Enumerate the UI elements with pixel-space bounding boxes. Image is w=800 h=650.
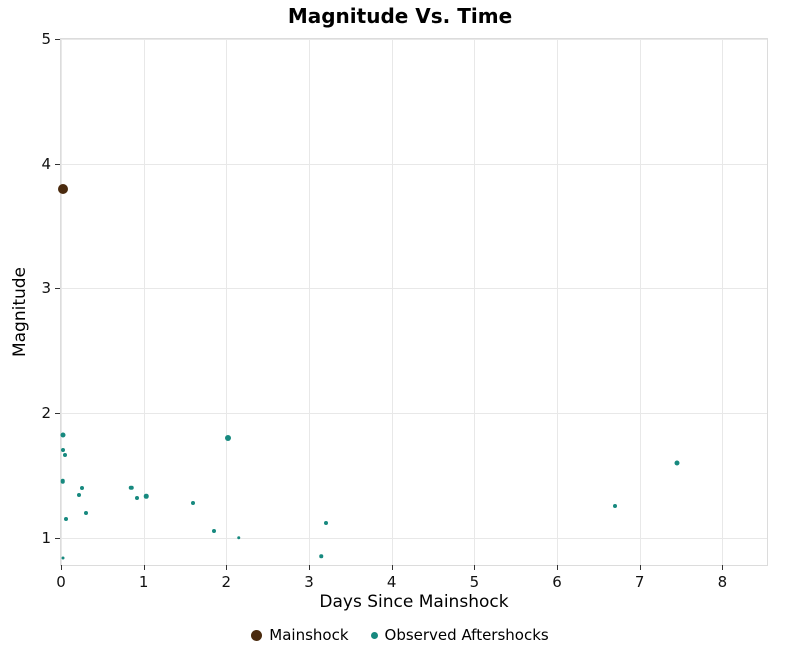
x-tick-label: 4 (386, 573, 397, 591)
mainshock-marker-icon (251, 629, 263, 641)
y-tick-mark (55, 163, 60, 165)
x-tick-mark (722, 565, 724, 570)
gridline-horizontal (61, 537, 767, 539)
aftershock-point (674, 460, 680, 466)
legend-item-aftershocks: Observed Aftershocks (370, 626, 549, 644)
aftershock-point (83, 510, 88, 515)
aftershock-point (77, 493, 82, 498)
aftershock-point (211, 529, 216, 534)
aftershock-point (236, 535, 241, 540)
x-tick-label: 8 (717, 573, 728, 591)
x-tick-label: 1 (138, 573, 149, 591)
legend-item-mainshock: Mainshock (251, 626, 349, 644)
aftershock-point (143, 494, 149, 499)
aftershock-point (135, 495, 140, 500)
x-axis-title: Days Since Mainshock (319, 592, 509, 612)
gridline-horizontal (61, 412, 767, 414)
plot-area: 0 1 2 3 4 5 6 7 8 1 2 3 4 5 (41, 30, 768, 591)
x-tick-mark (557, 565, 559, 570)
aftershock-point (63, 453, 68, 458)
mainshock-point (57, 183, 68, 194)
gridline-vertical (474, 39, 476, 565)
x-tick-mark (474, 565, 476, 570)
gridline-vertical (226, 39, 228, 565)
x-tick-label: 0 (56, 573, 66, 591)
y-tick-mark (55, 412, 60, 414)
aftershock-marker-icon (370, 631, 378, 639)
x-tick-label: 2 (221, 573, 232, 591)
aftershock-point (319, 554, 324, 559)
aftershock-point (63, 516, 68, 521)
y-tick-label: 5 (41, 30, 51, 48)
gridline-vertical (391, 39, 393, 565)
x-tick-label: 7 (634, 573, 645, 591)
x-tick-label: 3 (304, 573, 314, 591)
aftershock-point (323, 520, 328, 525)
aftershock-point (79, 485, 84, 490)
aftershock-point (60, 448, 65, 453)
gridline-vertical (61, 39, 62, 565)
x-tick-mark (143, 565, 145, 570)
aftershock-point (60, 432, 66, 438)
x-tick-mark (309, 565, 310, 570)
y-tick-mark (55, 39, 60, 40)
aftershock-point (61, 556, 65, 560)
gridline-vertical (639, 39, 641, 565)
gridline-horizontal (61, 39, 767, 40)
y-tick-mark (55, 288, 60, 290)
legend-label-mainshock: Mainshock (269, 626, 349, 644)
aftershock-point (224, 434, 231, 441)
gridline-horizontal (61, 163, 767, 165)
y-axis-title: Magnitude (10, 266, 30, 358)
y-tick-label: 1 (41, 528, 51, 547)
legend: Mainshock Observed Aftershocks (0, 626, 800, 644)
x-tick-label: 6 (552, 573, 562, 591)
aftershock-point (60, 479, 65, 484)
chart-title: Magnitude Vs. Time (287, 4, 513, 28)
gridline-horizontal (61, 288, 767, 290)
gridline-vertical (309, 39, 310, 565)
y-tick-label: 2 (41, 403, 51, 422)
y-tick-label: 4 (41, 154, 51, 173)
legend-label-aftershocks: Observed Aftershocks (384, 626, 549, 644)
y-tick-label: 3 (41, 279, 51, 298)
aftershock-point (612, 504, 617, 509)
x-tick-label: 5 (469, 573, 480, 591)
x-tick-mark (61, 565, 62, 570)
gridline-vertical (557, 39, 559, 565)
gridline-vertical (722, 39, 724, 565)
x-tick-mark (391, 565, 393, 570)
x-tick-mark (639, 565, 641, 570)
aftershock-point (129, 485, 134, 490)
gridline-vertical (143, 39, 145, 565)
x-tick-mark (226, 565, 228, 570)
aftershock-point (191, 500, 196, 505)
y-tick-mark (55, 537, 60, 539)
